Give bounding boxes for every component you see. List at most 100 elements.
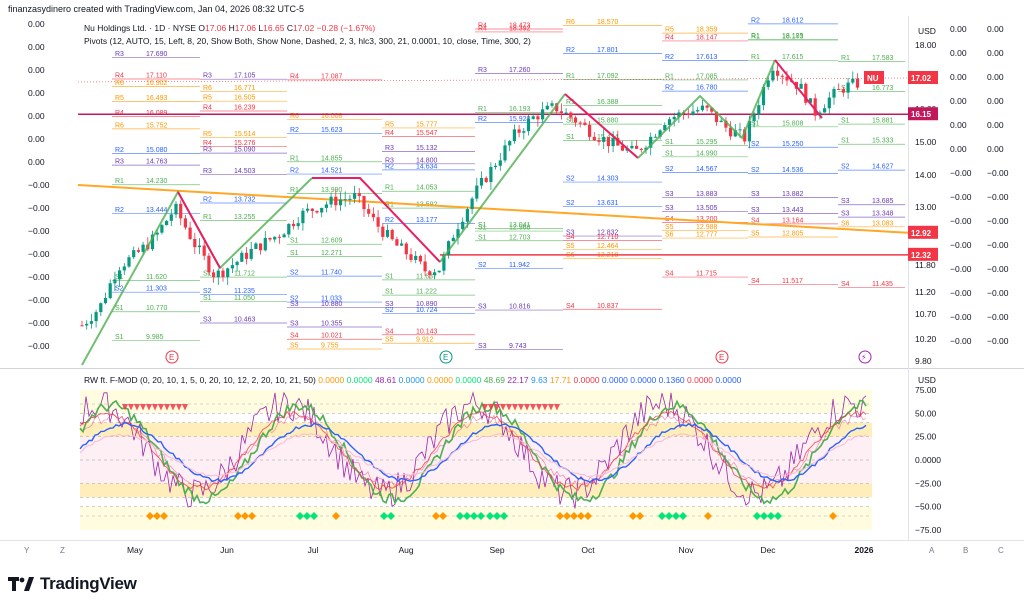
diamond-marker bbox=[704, 512, 712, 520]
osc-line-purple bbox=[79, 391, 867, 509]
right-zero-label-2: −0.00 bbox=[987, 240, 1009, 250]
candle-body bbox=[212, 272, 216, 278]
pivot-value: 14.567 bbox=[696, 166, 718, 173]
month-label: Oct bbox=[581, 545, 595, 555]
indicator-value: 0.1360 bbox=[656, 375, 685, 385]
osc-tick-label: 25.00 bbox=[915, 432, 937, 442]
triangle-marker bbox=[482, 404, 488, 411]
left-zero-label: 0.00 bbox=[28, 42, 45, 52]
candle-body bbox=[150, 234, 155, 250]
candle-body bbox=[118, 270, 122, 280]
symbol-legend[interactable]: Nu Holdings Ltd. · 1D · NYSE O17.06 H17.… bbox=[84, 23, 375, 33]
osc-tick-label: −75.00 bbox=[915, 525, 942, 535]
right-zero-label-1: −0.00 bbox=[950, 336, 972, 346]
pivot-tag: R2 bbox=[290, 127, 299, 134]
month-label: May bbox=[127, 545, 144, 555]
diamond-marker bbox=[774, 512, 782, 520]
candle-body bbox=[315, 210, 319, 213]
indicator-value: 0.0000 bbox=[684, 375, 714, 385]
triangle-marker bbox=[530, 404, 536, 411]
osc-line-blue bbox=[79, 421, 867, 484]
pivot-value: 15.777 bbox=[416, 121, 438, 128]
price-tick-label: 9.80 bbox=[915, 356, 932, 366]
candle-body bbox=[489, 166, 493, 183]
pivot-value: 15.295 bbox=[696, 139, 718, 146]
pivot-tag: S1 bbox=[115, 334, 124, 341]
earnings-letter: E bbox=[169, 353, 174, 362]
candle-body bbox=[367, 209, 371, 214]
price-label-bg bbox=[908, 107, 938, 121]
candle-body bbox=[306, 208, 310, 211]
candle-body bbox=[362, 196, 366, 210]
triangle-marker bbox=[134, 404, 140, 411]
left-zero-label: 0.00 bbox=[28, 134, 45, 144]
right-zero-label-1: 0.00 bbox=[950, 24, 967, 34]
pivot-value: 13.164 bbox=[782, 217, 804, 224]
candle-body bbox=[80, 325, 84, 327]
candle-body bbox=[263, 237, 267, 251]
price-tick-label: 18.00 bbox=[915, 40, 937, 50]
pivot-tag: R3 bbox=[115, 159, 124, 166]
pivot-value: 16.008 bbox=[321, 113, 343, 120]
candle-body bbox=[667, 119, 672, 125]
right-zero-label-1: −0.00 bbox=[950, 192, 972, 202]
price-label-text: 16.15 bbox=[911, 110, 932, 119]
diamond-marker bbox=[310, 512, 318, 520]
pivot-tag: R6 bbox=[203, 85, 212, 92]
indicator-legend[interactable]: RW ft. F-MOD (0, 20, 10, 1, 5, 0, 20, 10… bbox=[84, 375, 741, 385]
left-zero-label: 0.00 bbox=[28, 65, 45, 75]
candle-body bbox=[461, 221, 465, 230]
symbol-name: Nu Holdings Ltd. · 1D · NYSE bbox=[84, 23, 196, 33]
pivot-value: 15.250 bbox=[782, 141, 804, 148]
candle-body bbox=[136, 250, 140, 252]
pivot-value: 16.902 bbox=[146, 80, 168, 87]
indicator-value: 0.0000 bbox=[424, 375, 453, 385]
bottom-nav-letter: C bbox=[998, 546, 1004, 555]
candle-body bbox=[409, 254, 413, 260]
candle-body bbox=[738, 129, 742, 131]
diamond-marker bbox=[672, 512, 680, 520]
pivot-value: 16.388 bbox=[597, 99, 619, 106]
pivot-tag: R2 bbox=[566, 47, 575, 54]
diamond-marker bbox=[486, 512, 494, 520]
diamond-marker bbox=[493, 512, 501, 520]
pivot-value: 15.752 bbox=[146, 122, 168, 129]
pivot-value: 12.988 bbox=[696, 224, 718, 231]
diamond-marker bbox=[658, 512, 666, 520]
pivot-value: 11.050 bbox=[234, 295, 255, 302]
pivot-tag: S6 bbox=[665, 232, 674, 239]
earnings-letter: E bbox=[443, 353, 448, 362]
candle-body bbox=[277, 236, 281, 238]
pivot-value: 14.303 bbox=[597, 176, 619, 183]
earnings-icon bbox=[715, 350, 729, 364]
pivot-value: 9.743 bbox=[509, 343, 527, 350]
diamond-marker bbox=[296, 512, 304, 520]
pivot-tag: R2 bbox=[115, 147, 124, 154]
candle-body bbox=[338, 199, 343, 206]
pivot-tag: R1 bbox=[751, 33, 760, 40]
trend-zigzag-up-2 bbox=[439, 93, 566, 263]
pivot-value: 14.634 bbox=[416, 163, 438, 170]
pivot-value: 14.763 bbox=[146, 159, 168, 166]
candle-body bbox=[259, 243, 263, 251]
candle-body bbox=[696, 110, 700, 112]
left-zero-label: −0.00 bbox=[28, 249, 50, 259]
candle-body bbox=[423, 261, 427, 272]
diamond-marker bbox=[753, 512, 761, 520]
earnings-letter: E bbox=[719, 353, 724, 362]
pivot-value: 11.712 bbox=[234, 271, 255, 278]
indicator-value: 48.69 bbox=[481, 375, 505, 385]
right-zero-label-2: 0.00 bbox=[987, 120, 1004, 130]
tradingview-logo[interactable]: TradingView bbox=[8, 574, 137, 594]
pivot-value: 13.177 bbox=[416, 217, 438, 224]
candle-body bbox=[244, 252, 249, 259]
pivots-legend[interactable]: Pivots (12, AUTO, 15, Left, 8, 20, Show … bbox=[84, 36, 531, 46]
low-value: 16.65 bbox=[263, 23, 285, 33]
candle-body bbox=[442, 255, 446, 271]
trend-lines bbox=[81, 59, 823, 366]
candle-body bbox=[122, 266, 126, 271]
indicator-value: 48.61 bbox=[372, 375, 397, 385]
pivot-value: 16.239 bbox=[234, 104, 256, 111]
right-zero-label-2: −0.00 bbox=[987, 168, 1009, 178]
candle-body bbox=[743, 129, 747, 142]
